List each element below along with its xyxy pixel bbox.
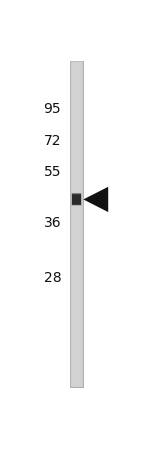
Bar	[72, 195, 81, 205]
Bar	[72, 197, 81, 202]
Text: 72: 72	[44, 133, 61, 147]
Bar	[72, 197, 81, 203]
Bar	[70, 61, 83, 387]
Bar	[72, 196, 81, 204]
Bar	[72, 195, 81, 205]
Bar	[72, 194, 81, 206]
Bar	[74, 61, 79, 387]
Text: 36: 36	[44, 216, 61, 230]
Bar	[72, 61, 81, 387]
Text: 95: 95	[44, 102, 61, 116]
Bar	[70, 61, 83, 387]
Bar	[72, 194, 81, 206]
Polygon shape	[83, 187, 108, 212]
Text: 55: 55	[44, 165, 61, 179]
Bar	[73, 61, 80, 387]
Bar	[72, 196, 81, 204]
Bar	[71, 193, 82, 207]
Bar	[72, 197, 81, 203]
Bar	[72, 194, 82, 206]
Text: 28: 28	[44, 270, 61, 284]
Bar	[72, 196, 81, 204]
Bar	[71, 61, 82, 387]
